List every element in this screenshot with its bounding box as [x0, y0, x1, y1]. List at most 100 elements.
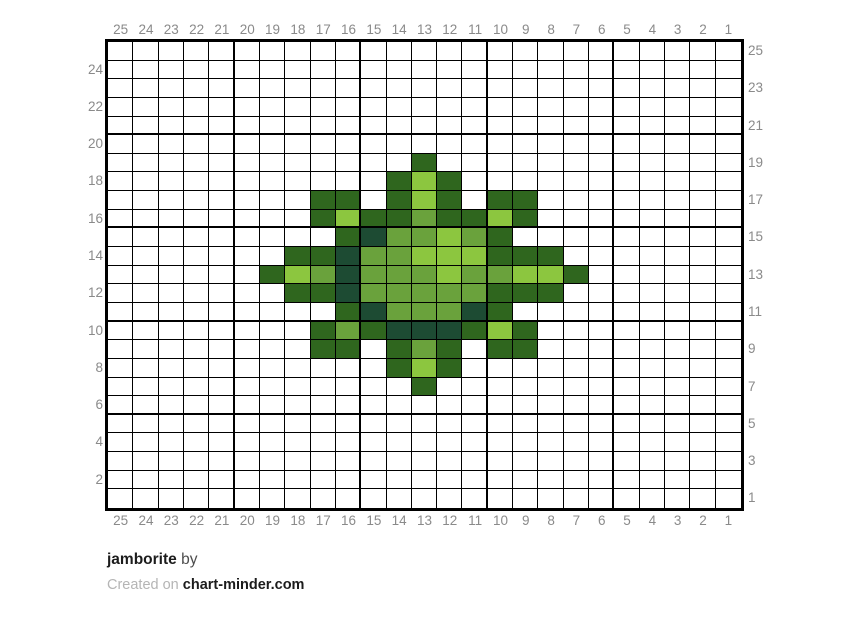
row-label-right: 5: [748, 415, 756, 431]
grid-cell: [715, 228, 741, 248]
grid-cell: [665, 433, 691, 453]
grid-cell: [487, 172, 514, 192]
grid-cell: [183, 79, 210, 98]
col-label-top: 24: [138, 22, 154, 37]
row-label-left: 16: [87, 210, 103, 226]
grid-cell: [209, 414, 235, 434]
grid-cell: [310, 396, 336, 415]
grid-cell: [285, 433, 311, 453]
grid-cell: [361, 97, 387, 117]
grid-cell: [589, 302, 615, 322]
grid-cell: [108, 153, 134, 173]
grid-cell: [386, 42, 412, 61]
grid-cell: [158, 191, 184, 210]
grid-cell: [361, 396, 387, 415]
grid-cell: [715, 60, 741, 80]
grid-cell: [715, 358, 741, 378]
grid-cell: [411, 135, 438, 154]
grid-cell: [614, 414, 640, 434]
grid-cell: [158, 209, 184, 229]
grid-cell: [259, 377, 286, 397]
grid-cell: [538, 377, 564, 397]
grid-cell: [513, 97, 539, 117]
col-label-bottom: 18: [290, 513, 306, 528]
grid-cell: [563, 358, 590, 378]
grid-cell: [386, 377, 412, 397]
grid-cell: [665, 153, 691, 173]
grid-cell: [158, 265, 184, 285]
col-label-top: 9: [522, 22, 530, 37]
grid-cell: [411, 284, 438, 303]
grid-cell: [310, 116, 336, 136]
grid-cell: [690, 228, 716, 248]
grid-cell: [335, 42, 362, 61]
grid-cell: [589, 358, 615, 378]
col-label-bottom: 2: [699, 513, 707, 528]
grid-cell: [563, 340, 590, 359]
grid-cell: [563, 247, 590, 266]
grid-cell: [437, 135, 463, 154]
col-label-bottom: 24: [138, 513, 154, 528]
grid-cell: [285, 321, 311, 341]
grid-cell: [108, 247, 134, 266]
grid-cell: [285, 228, 311, 248]
grid-cell: [563, 489, 590, 508]
grid-cell: [285, 97, 311, 117]
grid-cell: [234, 302, 260, 322]
grid-cell: [133, 191, 159, 210]
grid-cell: [589, 433, 615, 453]
grid-cell: [259, 135, 286, 154]
grid-cell: [538, 228, 564, 248]
grid-cell: [386, 116, 412, 136]
col-label-top: 17: [315, 22, 331, 37]
grid-cell: [361, 452, 387, 471]
grid-cell: [411, 414, 438, 434]
grid-cell: [462, 209, 488, 229]
grid-cell: [589, 452, 615, 471]
grid-cell: [310, 358, 336, 378]
grid-cell: [665, 414, 691, 434]
grid-cell: [108, 209, 134, 229]
grid-cell: [310, 247, 336, 266]
grid-cell: [310, 191, 336, 210]
grid-cell: [639, 116, 666, 136]
col-label-bottom: 1: [724, 513, 733, 528]
grid-cell: [361, 42, 387, 61]
grid-cell: [285, 340, 311, 359]
col-label-top: 6: [597, 22, 606, 37]
grid-cell: [462, 396, 488, 415]
grid-cell: [589, 153, 615, 173]
by-label: by: [181, 551, 198, 568]
grid-cell: [538, 172, 564, 192]
grid-cell: [335, 60, 362, 80]
grid-cell: [411, 209, 438, 229]
grid-cell: [462, 116, 488, 136]
row-label-right: 9: [748, 341, 756, 357]
grid-cell: [437, 284, 463, 303]
grid-cell: [614, 340, 640, 359]
grid-cell: [614, 79, 640, 98]
grid-cell: [639, 433, 666, 453]
grid-cell: [690, 340, 716, 359]
grid-cell: [361, 153, 387, 173]
grid-cell: [335, 97, 362, 117]
grid-cell: [209, 284, 235, 303]
grid-cell: [513, 209, 539, 229]
grid-cell: [715, 377, 741, 397]
col-label-bottom: 12: [442, 513, 458, 528]
grid-cell: [183, 452, 210, 471]
grid-cell: [386, 265, 412, 285]
grid-cell: [563, 414, 590, 434]
grid-cell: [614, 209, 640, 229]
grid-cell: [614, 191, 640, 210]
grid-cell: [234, 135, 260, 154]
site-link[interactable]: chart-minder.com: [182, 577, 305, 593]
grid-cell: [335, 209, 362, 229]
grid-cell: [614, 302, 640, 322]
grid-cell: [133, 321, 159, 341]
grid-cell: [310, 172, 336, 192]
col-label-top: 21: [214, 22, 230, 37]
grid-cell: [411, 321, 438, 341]
grid-cell: [183, 377, 210, 397]
grid-cell: [158, 97, 184, 117]
